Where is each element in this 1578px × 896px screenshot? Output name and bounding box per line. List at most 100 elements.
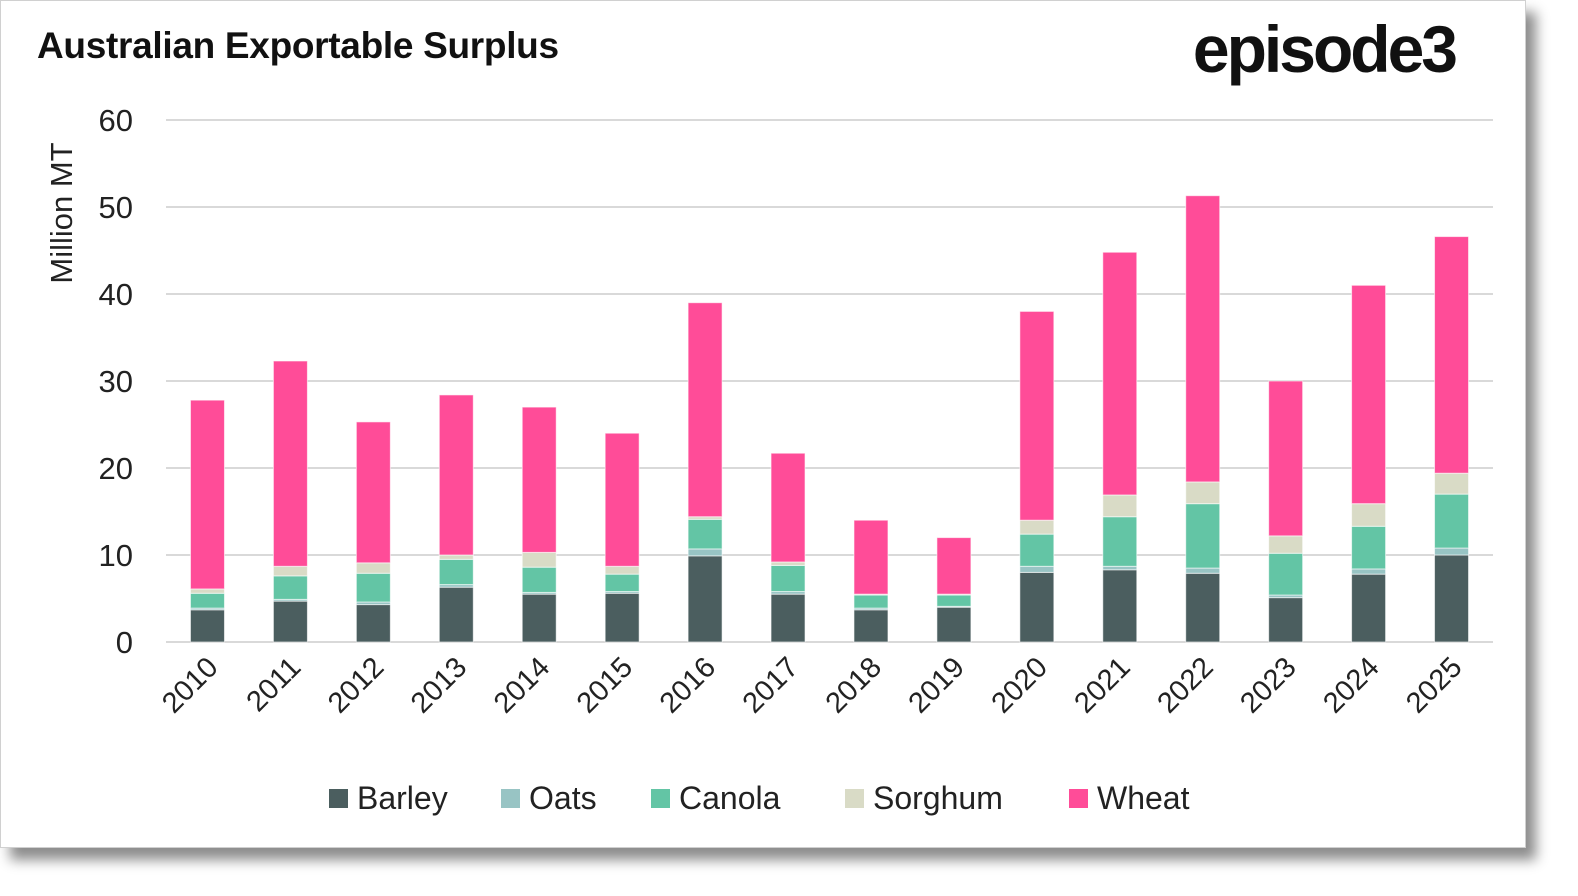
bar-segment-sorghum — [1019, 519, 1055, 535]
bar-segment-barley — [1268, 597, 1304, 643]
y-axis-label: Million MT — [44, 142, 79, 283]
bar-segment-sorghum — [272, 565, 308, 577]
legend-label-oats: Oats — [529, 780, 597, 816]
x-tick-label: 2016 — [654, 651, 722, 719]
bar-segment-canola — [1185, 503, 1221, 569]
bar-segment-canola — [853, 594, 889, 609]
legend-swatch-canola — [651, 789, 670, 808]
bar-segment-sorghum — [1351, 503, 1387, 527]
x-tick-label: 2010 — [156, 651, 224, 719]
bar-segment-barley — [438, 586, 474, 643]
bar-segment-barley — [189, 609, 225, 643]
bar-segment-wheat — [272, 360, 308, 567]
bar-segment-oats — [1019, 565, 1055, 573]
bar-segment-barley — [687, 555, 723, 643]
bar-segment-wheat — [936, 537, 972, 595]
bar-segment-wheat — [521, 406, 557, 553]
bar-segment-canola — [1102, 516, 1138, 567]
legend-swatch-sorghum — [845, 789, 864, 808]
bar-segment-sorghum — [355, 562, 391, 574]
bar-segment-canola — [936, 594, 972, 607]
x-tick-label: 2014 — [488, 651, 556, 719]
bar-segment-sorghum — [189, 588, 225, 594]
bar-segment-barley — [770, 593, 806, 643]
bar-segment-sorghum — [1434, 472, 1470, 495]
bar-segment-barley — [272, 600, 308, 643]
bar-segment-canola — [1351, 525, 1387, 570]
bar-segment-canola — [1019, 533, 1055, 567]
y-tick-label: 40 — [99, 277, 133, 312]
bar-segment-wheat — [1185, 195, 1221, 483]
y-tick-label: 50 — [99, 190, 133, 225]
legend-label-canola: Canola — [679, 780, 781, 816]
x-tick-label: 2024 — [1317, 651, 1385, 719]
bar-segment-canola — [770, 564, 806, 593]
bar-segment-canola — [521, 566, 557, 593]
bar-segment-barley — [521, 593, 557, 643]
legend-label-wheat: Wheat — [1097, 780, 1190, 816]
bar-segment-wheat — [687, 302, 723, 518]
bar-segment-sorghum — [438, 554, 474, 560]
x-tick-label: 2012 — [322, 651, 390, 719]
bar-segment-barley — [936, 606, 972, 643]
legend-swatch-barley — [329, 789, 348, 808]
bar-segment-oats — [1351, 568, 1387, 575]
bar-segment-wheat — [1351, 284, 1387, 505]
bar-segment-canola — [1434, 493, 1470, 549]
brand-logo: episode3 — [1192, 12, 1458, 86]
y-tick-label: 0 — [116, 625, 133, 660]
bar-segment-canola — [438, 558, 474, 586]
bar-segment-sorghum — [1185, 481, 1221, 505]
y-tick-label: 60 — [99, 103, 133, 138]
bar-segment-sorghum — [770, 561, 806, 566]
bar-segment-barley — [1351, 573, 1387, 643]
bar-segment-sorghum — [1102, 494, 1138, 518]
bar-segment-canola — [355, 572, 391, 603]
bar-segment-sorghum — [604, 565, 640, 575]
bar-segment-wheat — [438, 394, 474, 556]
bar-segment-barley — [1019, 571, 1055, 643]
bar-segment-barley — [1102, 569, 1138, 643]
bar-segment-sorghum — [521, 551, 557, 568]
bar-segment-barley — [1434, 554, 1470, 643]
x-tick-label: 2022 — [1151, 651, 1219, 719]
bar-segment-canola — [272, 575, 308, 600]
legend-label-barley: Barley — [357, 780, 448, 816]
bar-segment-canola — [604, 573, 640, 593]
y-tick-label: 30 — [99, 364, 133, 399]
x-tick-label: 2025 — [1400, 651, 1468, 719]
bar-segment-wheat — [1268, 380, 1304, 537]
bar-segment-wheat — [853, 519, 889, 595]
x-tick-label: 2017 — [737, 651, 805, 719]
bar-segment-barley — [604, 592, 640, 643]
bar-segment-barley — [1185, 572, 1221, 643]
legend-label-sorghum: Sorghum — [873, 780, 1003, 816]
x-tick-label: 2023 — [1234, 651, 1302, 719]
chart-card: Australian Exportable Surplus episode3 0… — [0, 0, 1526, 848]
bar-segment-wheat — [604, 432, 640, 567]
legend-swatch-wheat — [1069, 789, 1088, 808]
bar-segment-barley — [355, 604, 391, 643]
bar-segment-oats — [687, 548, 723, 557]
bar-segment-wheat — [1434, 236, 1470, 474]
chart-title: Australian Exportable Surplus — [37, 25, 559, 66]
x-tick-label: 2020 — [986, 651, 1054, 719]
y-tick-label: 10 — [99, 538, 133, 573]
bar-segment-wheat — [1102, 251, 1138, 496]
bar-segment-sorghum — [1268, 535, 1304, 554]
bar-segment-oats — [1102, 565, 1138, 571]
bar-segment-canola — [687, 518, 723, 550]
x-tick-label: 2011 — [241, 651, 308, 718]
bar-segment-oats — [1434, 547, 1470, 556]
legend-swatch-oats — [501, 789, 520, 808]
bar-segment-canola — [1268, 552, 1304, 596]
bar-segment-barley — [853, 609, 889, 643]
x-tick-label: 2015 — [571, 651, 639, 719]
bar-segment-canola — [189, 592, 225, 609]
x-tick-label: 2021 — [1068, 651, 1136, 719]
bar-segment-wheat — [189, 399, 225, 590]
x-tick-label: 2019 — [903, 651, 971, 719]
x-tick-label: 2018 — [820, 651, 888, 719]
y-tick-label: 20 — [99, 451, 133, 486]
